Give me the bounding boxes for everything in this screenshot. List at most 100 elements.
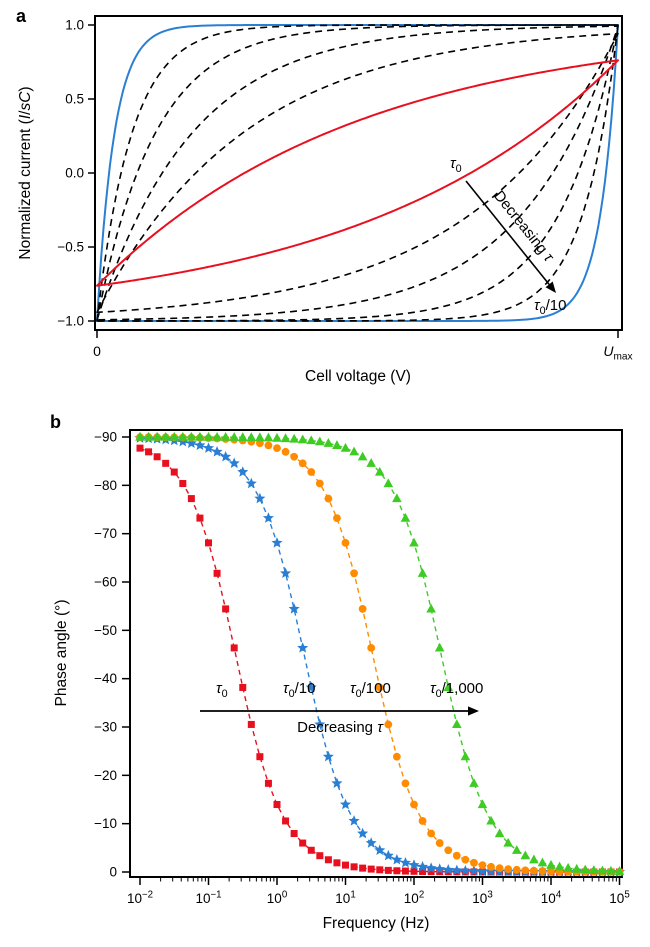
triangle-marker [571,863,582,873]
triangle-marker [255,432,265,442]
triangle-marker [520,850,531,860]
square-marker [384,866,392,874]
triangle-marker [452,719,462,729]
triangle-marker [160,431,171,441]
y-tick-label: −20 [94,768,117,783]
panel-b-series-tau0_over_1000 [135,431,625,875]
square-marker [427,868,435,876]
circle-marker [427,829,436,838]
triangle-marker [297,434,308,444]
circle-marker [384,720,393,729]
triangle-marker [529,854,539,864]
square-marker [153,453,161,461]
star-marker [288,603,300,614]
star-marker [297,642,309,653]
circle-marker [410,800,418,809]
panel-a-curve-tau0 [96,59,619,287]
triangle-marker [135,431,145,441]
square-marker [410,867,418,875]
star-marker [451,864,463,876]
y-tick-label: −40 [94,671,117,686]
star-marker [211,446,223,457]
square-marker [333,859,341,867]
decreasing-tau-arrow [465,180,556,293]
triangle-marker [212,431,222,441]
square-marker [307,846,315,854]
star-marker [417,861,429,872]
y-tick-label: −0.5 [57,240,84,255]
x-tick-label: 102 [404,889,424,906]
x-tick-label: 104 [541,889,562,906]
square-marker [419,867,427,875]
star-marker [357,827,369,839]
triangle-marker [563,862,573,872]
triangle-marker [203,431,214,441]
x-tick-label: 105 [609,889,629,906]
triangle-marker [606,865,616,875]
triangle-marker [443,682,454,692]
triangle-marker [237,432,248,441]
star-marker [348,815,360,826]
panel-a-chart: −1.0 −0.5 0.0 0.5 1.0 0 Umax Cell voltage (V) No… [17,15,633,385]
triangle-marker [409,537,419,547]
circle-marker [512,865,521,874]
y-tick-label: −50 [94,623,117,638]
star-marker [382,849,394,861]
y-tick-label: −1.0 [57,314,84,329]
circle-marker [521,866,530,875]
triangle-marker [392,493,402,503]
tau0-over-10-annotation: τ0/10 [283,680,316,700]
triangle-marker [546,859,556,869]
star-marker [468,865,480,876]
decreasing-tau-arrow [200,706,479,716]
triangle-marker [263,432,274,442]
star-marker [202,442,215,453]
y-tick-label: −90 [94,430,117,445]
x-tick-label: 100 [267,889,288,906]
square-marker [299,839,307,847]
panel-a-curve-tau0_over_10 [96,24,619,322]
y-tick-label: 0.0 [65,166,84,181]
star-marker [399,857,411,868]
square-marker [264,779,272,787]
circle-marker [358,605,367,613]
star-marker [331,777,343,789]
tau0-over-10-annotation: τ0/10 [534,297,567,317]
circle-marker [324,494,333,503]
y-tick-label: −60 [94,574,117,589]
panel-a-x-axis: 0 Umax [93,330,633,363]
circle-marker [444,846,453,855]
circle-marker [298,459,307,468]
y-axis-title: Normalized current (I/sC) [17,86,34,259]
circle-marker [461,855,470,864]
arrowhead [545,281,556,293]
triangle-marker [340,442,351,452]
square-marker [324,856,332,864]
circle-marker [341,538,350,547]
series-line [140,436,620,873]
circle-marker [315,479,324,488]
panel-a-label: a [16,6,27,26]
star-marker [374,844,386,855]
star-marker [365,837,377,848]
tau0-over-1000-annotation: τ0/1,000 [430,680,483,700]
triangle-marker [178,431,188,441]
star-marker [425,862,437,873]
triangle-marker [229,432,239,441]
panel-a-curve-dashed-4 [96,24,619,322]
triangle-marker [426,603,436,613]
circle-marker [418,817,427,825]
star-marker [185,437,197,448]
triangle-marker [614,866,625,875]
star-marker [408,859,420,870]
star-marker [228,457,240,469]
square-marker [367,865,375,873]
star-marker [391,853,403,865]
triangle-marker [306,435,317,445]
square-marker [436,868,444,876]
square-marker [359,864,367,872]
series-line [139,437,620,873]
square-marker [247,720,255,728]
circle-marker [529,866,538,875]
